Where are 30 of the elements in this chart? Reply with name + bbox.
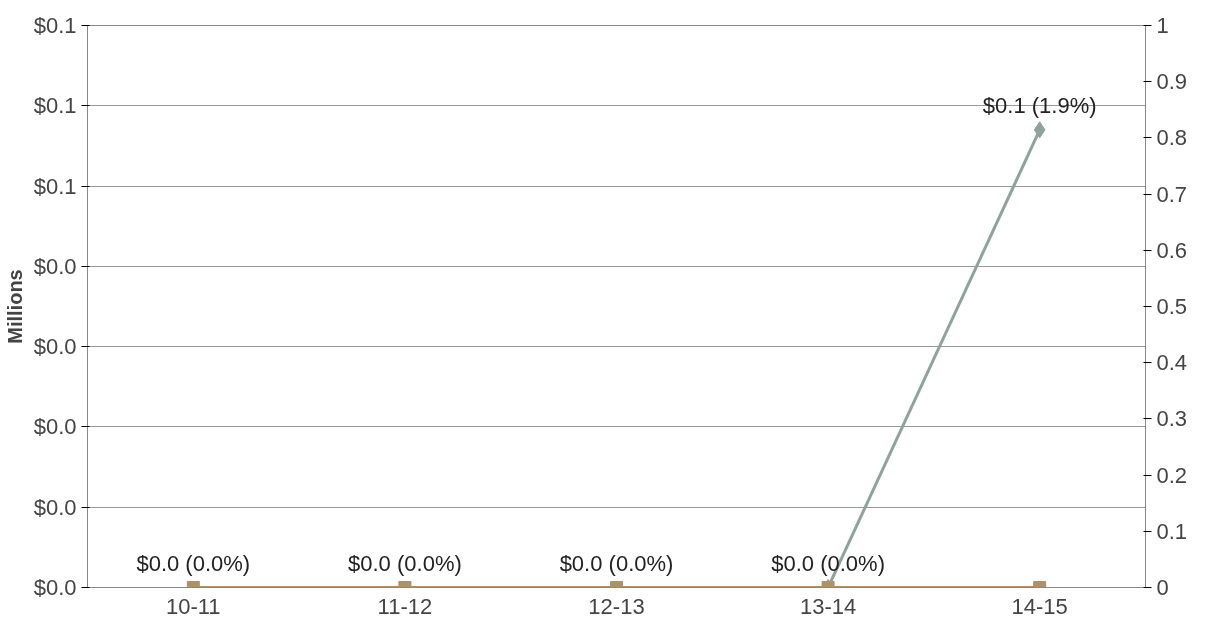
y-tick-label: $0.0 [33, 334, 77, 360]
x-tick-label: 10-11 [165, 593, 221, 619]
annotation: $0.0 (0.0%) [559, 550, 674, 576]
y-tick-label: $0.0 [33, 253, 77, 279]
annotation: $0.0 (0.0%) [771, 550, 885, 576]
y2-tick-label: 0.2 [1156, 462, 1188, 488]
y-tick-label: $0.0 [33, 575, 77, 600]
y-tick-label: $0.1 [33, 173, 77, 199]
x-tick-label: 14-15 [1011, 593, 1068, 619]
y2-tick-label: 0.1 [1156, 518, 1188, 544]
y-axis-title: Millions [3, 269, 26, 344]
y2-tick-label: 0.4 [1156, 350, 1188, 376]
y-tick-label: $0.1 [33, 93, 77, 119]
y-tick-label: $0.0 [33, 494, 77, 520]
y2-tick-label: 0.7 [1156, 181, 1188, 207]
y2-tick-label: 1 [1156, 13, 1169, 38]
annotation: $0.0 (0.0%) [136, 550, 251, 576]
y2-tick-label: 0.5 [1156, 294, 1188, 319]
annotation: $0.1 (1.9%) [982, 92, 1097, 118]
x-tick-label: 13-14 [799, 593, 857, 619]
y2-tick-label: 0.3 [1156, 406, 1188, 432]
y2-tick-label: 0 [1156, 575, 1169, 600]
y-tick-label: $0.0 [33, 414, 77, 440]
y-tick-label: $0.1 [33, 13, 77, 38]
y2-tick-label: 0.8 [1156, 125, 1188, 151]
x-tick-label: 11-12 [377, 593, 433, 619]
annotation: $0.0 (0.0%) [348, 550, 462, 576]
y2-tick-label: 0.6 [1156, 237, 1188, 263]
y2-tick-label: 0.9 [1156, 69, 1188, 95]
x-tick-label: 12-13 [588, 593, 645, 619]
